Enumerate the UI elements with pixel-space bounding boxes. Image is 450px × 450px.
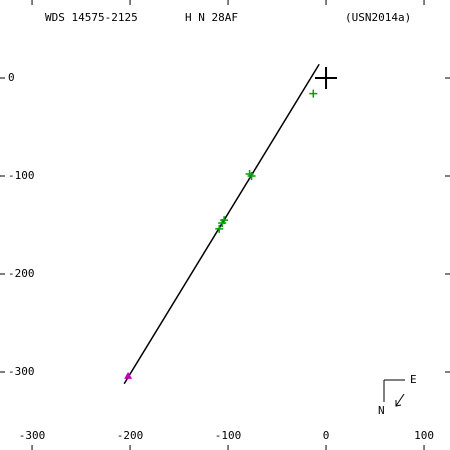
x-tick-label: -300 [19,429,46,442]
y-tick-label: 0 [8,71,15,84]
y-tick-label: -200 [8,267,35,280]
chart-title: WDS 14575-2125 [45,11,138,24]
observation [245,170,254,179]
first-observation [124,371,133,379]
x-tick-label: 0 [323,429,330,442]
observation [215,224,224,233]
compass-east: E [410,373,417,386]
y-tick-label: -300 [8,365,35,378]
observation [309,89,318,98]
compass-arrow [395,393,405,407]
x-tick-label: -200 [117,429,144,442]
observation [218,219,227,228]
compass: E N [378,373,417,417]
discoverer: H N 28AF [185,11,238,24]
compass-arrowhead [395,400,402,407]
x-tick-label: -100 [215,429,242,442]
compass-north: N [378,404,385,417]
primary-star [315,67,338,90]
reference: (USN2014a) [345,11,411,24]
y-tick-label: -100 [8,169,35,182]
x-tick-label: 100 [414,429,434,442]
